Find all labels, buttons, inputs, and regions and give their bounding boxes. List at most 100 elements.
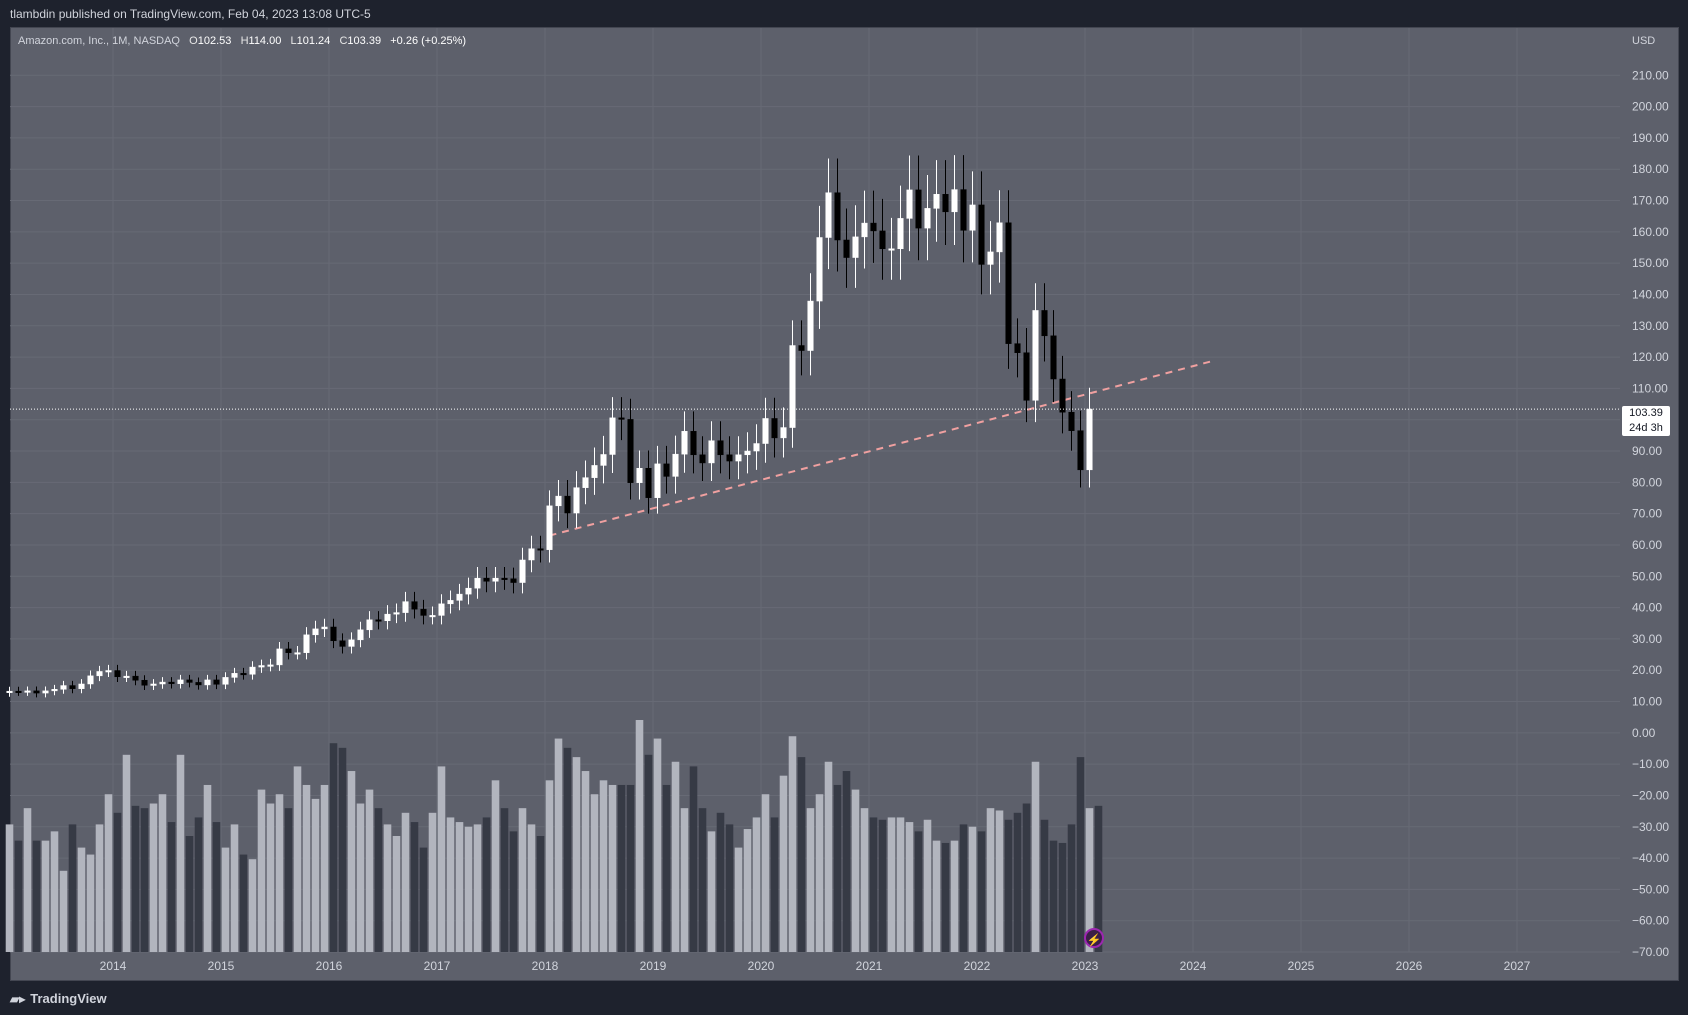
candle-up — [555, 495, 562, 507]
candle-up — [393, 612, 400, 615]
candle-down — [726, 454, 733, 462]
x-tick-label: 2020 — [748, 959, 775, 973]
candle-up — [789, 345, 796, 428]
candle-down — [510, 578, 517, 583]
volume-bar — [167, 822, 176, 952]
candle-up — [384, 613, 391, 621]
volume-bar — [140, 808, 149, 952]
volume-bar — [743, 829, 752, 952]
close-value: 103.39 — [347, 35, 382, 47]
candle-down — [1077, 430, 1084, 471]
volume-bar — [860, 808, 869, 952]
volume-bar — [1040, 819, 1049, 952]
volume-bar — [383, 824, 392, 952]
volume-bar — [932, 840, 941, 952]
y-tick-label: 40.00 — [1632, 601, 1662, 615]
y-tick-label: 0.00 — [1632, 726, 1656, 740]
candle-up — [51, 689, 58, 692]
candle-up — [744, 450, 751, 456]
y-tick-label: 210.00 — [1632, 68, 1669, 82]
volume-bar — [131, 805, 140, 952]
volume-bar — [752, 817, 761, 952]
volume-bar — [536, 836, 545, 952]
trendline — [549, 359, 1216, 537]
y-tick-label: −50.00 — [1632, 882, 1669, 896]
volume-bar — [257, 789, 266, 952]
x-tick-label: 2027 — [1504, 959, 1531, 973]
candle-down — [213, 679, 220, 685]
candle-up — [906, 189, 913, 219]
volume-bar — [995, 810, 1004, 952]
y-tick-label: 160.00 — [1632, 225, 1669, 239]
y-tick-label: 200.00 — [1632, 100, 1669, 114]
volume-bar — [1085, 808, 1094, 952]
candle-down — [33, 690, 40, 694]
candle-up — [762, 418, 769, 444]
candle-up — [528, 548, 535, 561]
volume-bar — [662, 784, 671, 952]
volume-bar — [185, 836, 194, 952]
candle-up — [474, 577, 481, 589]
y-tick-label: 60.00 — [1632, 538, 1662, 552]
volume-bar — [590, 794, 599, 952]
volume-bar — [563, 747, 572, 952]
volume-bar — [275, 794, 284, 952]
candle-down — [1050, 335, 1057, 380]
volume-bar — [986, 808, 995, 952]
volume-bar — [878, 819, 887, 952]
candle-down — [942, 194, 949, 213]
volume-bar — [716, 812, 725, 952]
candle-down — [168, 681, 175, 684]
candle-down — [645, 468, 652, 498]
lightning-icon[interactable]: ⚡ — [1084, 928, 1104, 948]
volume-bar — [122, 754, 131, 952]
last-price-tag: 103.39 24d 3h — [1622, 406, 1670, 436]
volume-bar — [977, 831, 986, 952]
volume-bar — [1067, 824, 1076, 952]
candle-up — [267, 664, 274, 667]
volume-bar — [401, 812, 410, 952]
volume-bar — [581, 771, 590, 952]
open-label: O — [189, 35, 198, 47]
candle-down — [330, 626, 337, 642]
candle-down — [960, 189, 967, 231]
candle-up — [303, 634, 310, 653]
candle-up — [1032, 310, 1039, 401]
x-tick-label: 2022 — [964, 959, 991, 973]
volume-bar — [194, 817, 203, 952]
x-tick-label: 2025 — [1288, 959, 1315, 973]
volume-bar — [509, 831, 518, 952]
volume-bar — [419, 847, 428, 952]
volume-bar — [698, 808, 707, 952]
candle-down — [411, 601, 418, 610]
volume-bar — [338, 747, 347, 952]
volume-bar — [446, 817, 455, 952]
candle-down — [699, 454, 706, 464]
volume-bar — [1094, 805, 1103, 952]
candle-up — [258, 665, 265, 668]
candle-up — [888, 248, 895, 251]
candle-up — [6, 690, 13, 693]
volume-bar — [626, 784, 635, 952]
candle-up — [492, 577, 499, 582]
candle-down — [141, 679, 148, 686]
candle-down — [240, 673, 247, 676]
candle-up — [969, 204, 976, 231]
y-tick-label: 120.00 — [1632, 350, 1669, 364]
volume-bar — [302, 784, 311, 952]
candle-down — [195, 682, 202, 686]
candle-up — [708, 440, 715, 464]
candle-up — [582, 477, 589, 488]
volume-bar — [41, 840, 50, 952]
volume-bar — [482, 817, 491, 952]
candle-down — [186, 679, 193, 683]
volume-bar — [1049, 840, 1058, 952]
candle-down — [978, 204, 985, 265]
volume-bar — [1004, 819, 1013, 952]
candle-down — [663, 463, 670, 477]
y-tick-label: 180.00 — [1632, 162, 1669, 176]
candle-up — [609, 417, 616, 455]
tradingview-logo[interactable]: ▰▸ TradingView — [10, 991, 107, 1006]
y-tick-label: 30.00 — [1632, 632, 1662, 646]
